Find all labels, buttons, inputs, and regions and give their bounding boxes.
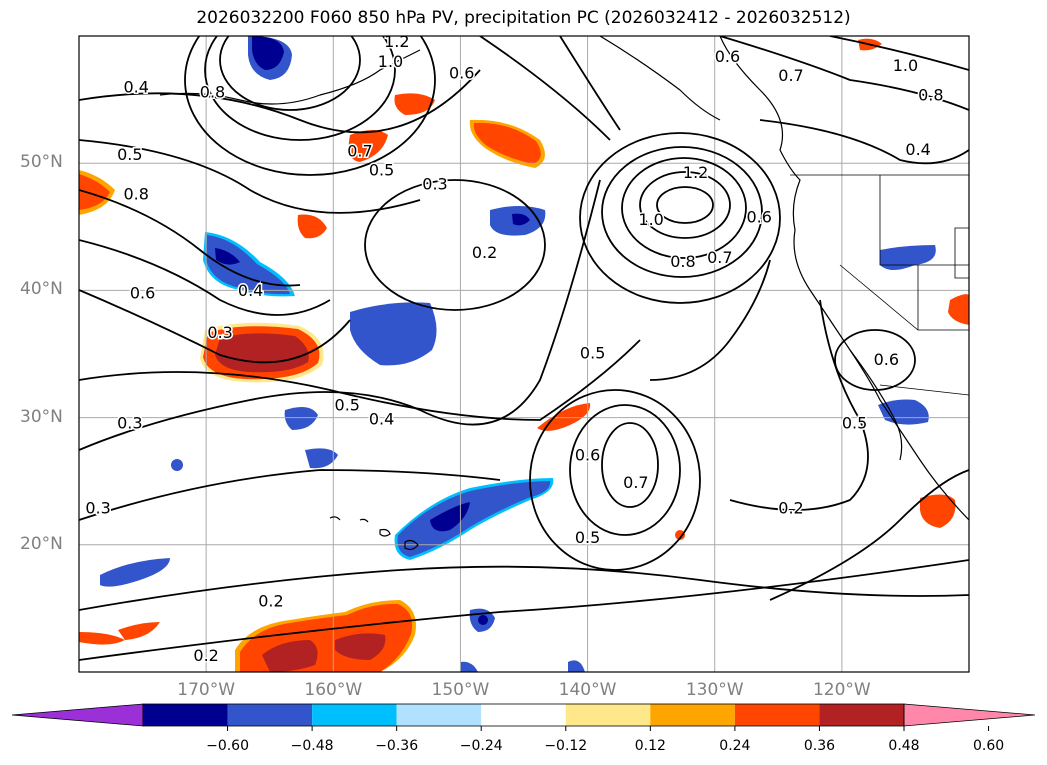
- colorbar-tick-label: 0.24: [719, 738, 751, 754]
- contour-label: 0.2: [778, 499, 803, 518]
- latitude-label: 40°N: [20, 279, 63, 300]
- colorbar-tick-label: 0.36: [803, 738, 836, 754]
- pv-contours: [79, 36, 969, 661]
- colorbar-tick-label: −0.60: [206, 738, 249, 754]
- contour-label: 0.8: [918, 85, 943, 104]
- contour-label: 0.6: [746, 207, 771, 226]
- contour-label: 0.5: [842, 413, 867, 432]
- colorbar: [11, 703, 1036, 731]
- colorbar-segment: [650, 704, 735, 726]
- contour-label: 0.4: [238, 281, 263, 300]
- contour-label: 0.6: [575, 445, 600, 464]
- colorbar-segment: [734, 704, 820, 726]
- longitude-label: 140°W: [558, 680, 617, 700]
- contour-label: 0.3: [85, 499, 110, 518]
- colorbar-segment: [565, 704, 651, 726]
- contour-label: 1.2: [683, 163, 708, 182]
- colorbar-segment: [312, 704, 397, 726]
- colorbar-segment: [396, 704, 482, 726]
- contour-label: 0.8: [123, 185, 148, 204]
- contour-label: 0.6: [449, 64, 474, 83]
- precip-patch-blue-east: [880, 245, 936, 270]
- contour-label: 0.4: [123, 78, 148, 97]
- precip-patch-blue-g: [100, 558, 170, 587]
- precip-layer: [79, 36, 969, 672]
- latitude-label: 20°N: [20, 533, 63, 554]
- precip-patch-red-c: [348, 130, 388, 162]
- contour-label: 1.0: [378, 52, 403, 71]
- contour-label: 0.5: [335, 396, 360, 415]
- precip-patch-blue-c: [490, 206, 546, 236]
- contour-label: 0.6: [874, 350, 899, 369]
- precip-patch-red-e: [297, 214, 327, 239]
- contour-label: 0.5: [580, 344, 605, 363]
- map-title: 2026032200 F060 850 hPa PV, precipitatio…: [196, 8, 851, 28]
- colorbar-max-extension: [903, 703, 1036, 727]
- precip-patch-blue-b: [350, 302, 437, 366]
- contour-label: 0.7: [778, 66, 803, 85]
- precip-patch-red-east: [920, 494, 956, 528]
- colorbar-segment: [227, 704, 313, 726]
- contour-label: 0.5: [117, 145, 142, 164]
- contour-labels: 1.21.00.80.60.40.50.80.6 0.40.30.70.50.30…: [84, 32, 945, 667]
- precip-patch-red-b: [394, 93, 435, 115]
- longitude-label: 150°W: [431, 680, 490, 700]
- contour-label: 0.5: [575, 528, 600, 547]
- contour-label: 0.2: [258, 592, 283, 611]
- latitude-label: 50°N: [20, 152, 63, 173]
- colorbar-tick-label: 0.48: [888, 738, 920, 754]
- contour-label: 1.0: [893, 56, 918, 75]
- precip-patch-central-red: [200, 322, 324, 383]
- colorbar-tick-label: −0.48: [290, 738, 334, 754]
- contour-label: 0.2: [193, 646, 218, 665]
- map-frame: [78, 35, 970, 673]
- contour-label: 1.2: [384, 32, 409, 51]
- contour-label: 0.6: [715, 47, 740, 66]
- latitude-label: 30°N: [20, 406, 63, 427]
- colorbar-tick-label: −0.36: [375, 738, 419, 754]
- contour-label: 0.4: [369, 410, 394, 429]
- contour-label: 0.3: [117, 413, 142, 432]
- precip-patch-blue-f: [305, 448, 338, 469]
- contour-label: 0.4: [905, 140, 930, 159]
- graticule: [79, 36, 969, 672]
- precip-patch-blue-e: [284, 406, 318, 430]
- contour-label: 0.2: [472, 243, 497, 262]
- contour-label: 0.3: [207, 323, 232, 342]
- contour-label: 0.8: [200, 83, 225, 102]
- contour-label: 0.7: [347, 141, 372, 160]
- longitude-label: 130°W: [685, 680, 744, 700]
- colorbar-frame: [142, 703, 905, 727]
- contour-label: 1.0: [638, 210, 663, 229]
- contour-label: 0.8: [670, 252, 695, 271]
- contour-label: 0.7: [707, 248, 732, 267]
- longitude-label: 160°W: [304, 680, 363, 700]
- colorbar-segment: [143, 704, 228, 726]
- precip-patch-red-south: [235, 600, 416, 672]
- precip-patch-blue-a: [203, 232, 295, 297]
- colorbar-tick-label: −0.24: [459, 738, 503, 754]
- contour-label: 0.7: [623, 473, 648, 492]
- colorbar-tick-label: 0.60: [972, 738, 1005, 754]
- colorbar-min-extension: [11, 703, 144, 727]
- contour-label: 0.5: [369, 160, 394, 179]
- contour-label: 0.3: [422, 174, 447, 193]
- colorbar-segment: [819, 704, 904, 726]
- map-area: 1.21.00.80.60.40.50.80.6 0.40.30.70.50.30…: [79, 32, 969, 672]
- borders: [790, 174, 969, 396]
- contour-label: 0.6: [130, 284, 155, 303]
- precip-patch-west: [79, 170, 115, 215]
- precip-patch-red-f: [537, 403, 591, 431]
- colorbar-tick-label: −0.12: [544, 738, 588, 754]
- colorbar-segment: [481, 704, 566, 726]
- longitude-label: 120°W: [812, 680, 871, 700]
- colorbar-tick-label: 0.12: [634, 738, 666, 754]
- precip-patch-blue-north: [248, 36, 292, 80]
- longitude-label: 170°W: [177, 680, 236, 700]
